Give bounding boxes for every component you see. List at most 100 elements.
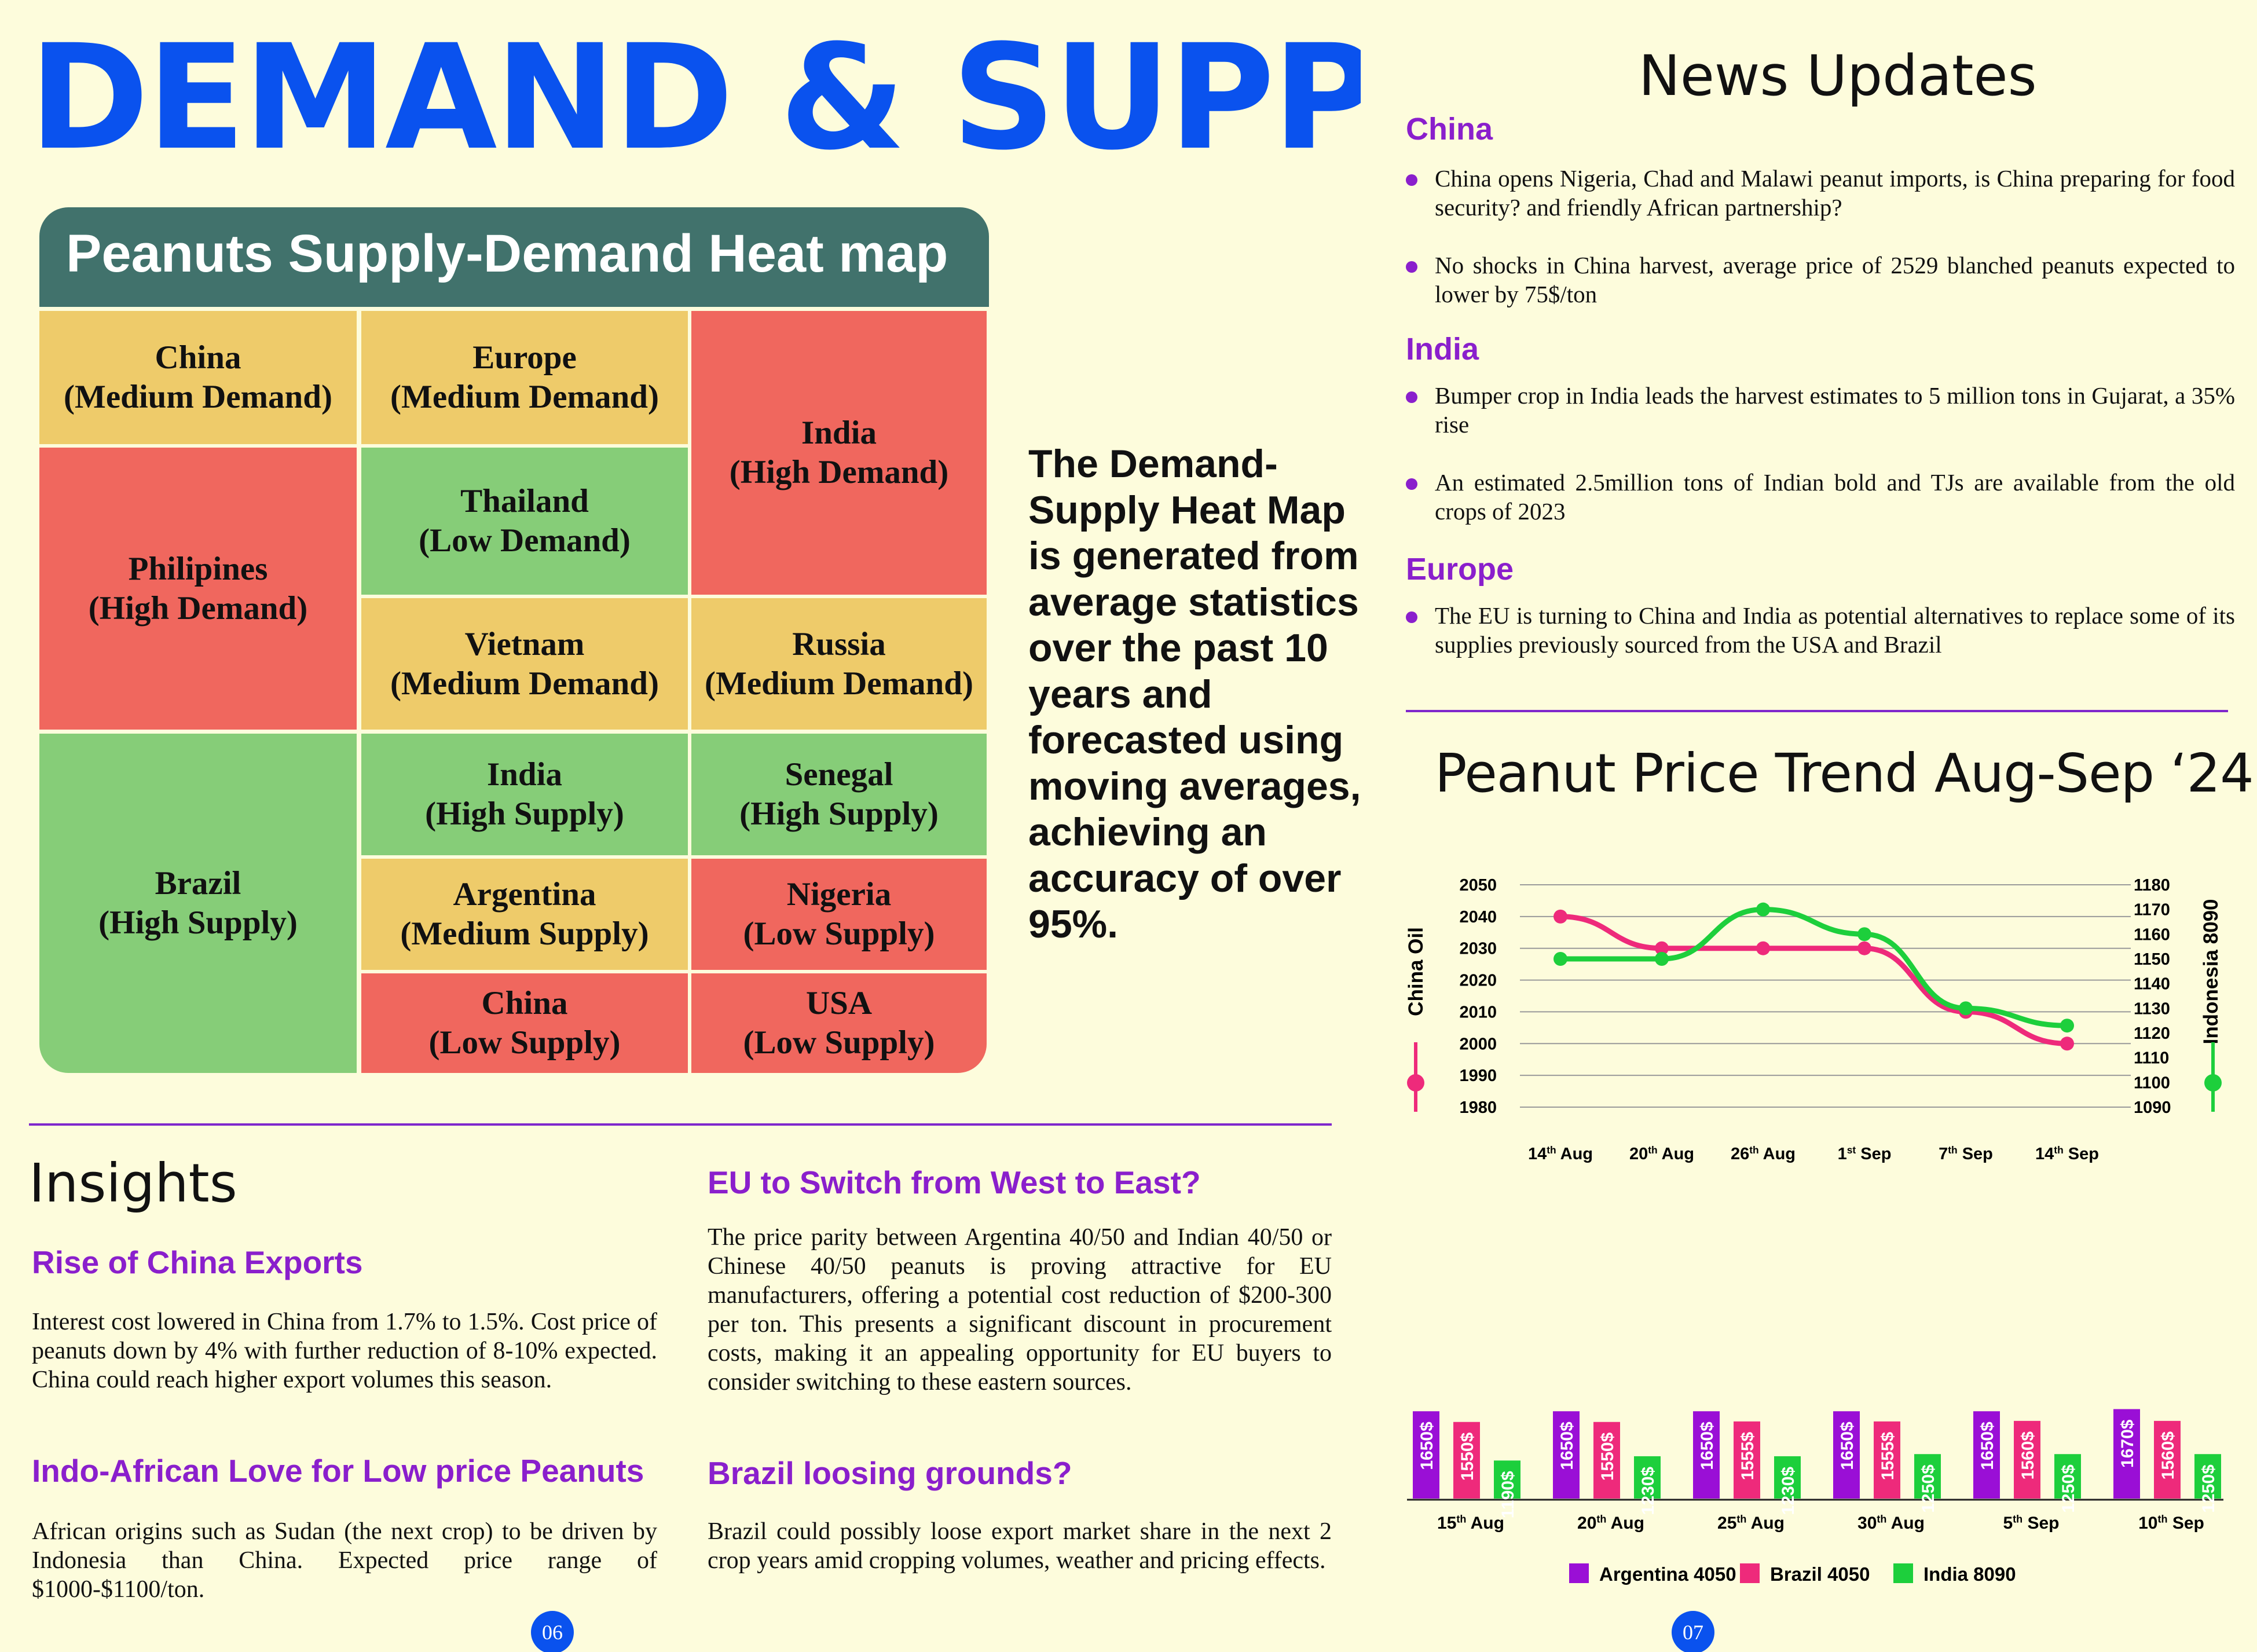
bar bbox=[2113, 1409, 2140, 1499]
bar bbox=[1693, 1411, 1720, 1499]
line-chart: 2050 2040 2030 2020 2010 2000 1990 1980 1180 1170… bbox=[1405, 876, 2222, 1163]
heatmap-cell-level: (Low Supply) bbox=[743, 915, 935, 952]
bar bbox=[2054, 1454, 2081, 1499]
bar-chart: 1650$ 1550$ 1190$15th Aug 1650$ 1550$ 1230$ 20… bbox=[1407, 1409, 2223, 1585]
bar-label: 1190$ bbox=[1498, 1471, 1518, 1518]
insight-heading: EU to Switch from West to East? bbox=[708, 1164, 1201, 1200]
y-axis-label-left: China Oil bbox=[1405, 927, 1427, 1016]
bar-label: 1670$ bbox=[2118, 1419, 2137, 1468]
bar bbox=[1774, 1456, 1801, 1499]
bar-label: 1650$ bbox=[1417, 1422, 1437, 1470]
y-tick-right: 1170 bbox=[2134, 901, 2170, 920]
heatmap-cell: Brazil (High Supply) bbox=[39, 734, 357, 1073]
y-tick-right: 1110 bbox=[2134, 1049, 2169, 1068]
news-item: An estimated 2.5million tons of Indian b… bbox=[1435, 469, 2235, 525]
y-tick-left: 2040 bbox=[1459, 908, 1497, 926]
bullet-icon bbox=[1406, 478, 1417, 490]
heatmap-cell-country: China bbox=[481, 985, 568, 1021]
series-line bbox=[1558, 914, 2070, 1046]
divider bbox=[29, 1123, 1332, 1126]
bar bbox=[2014, 1420, 2040, 1499]
heatmap-cell-country: Brazil bbox=[155, 865, 241, 902]
x-tick: 25th Aug bbox=[1717, 1514, 1785, 1533]
bar bbox=[1973, 1411, 2000, 1499]
bar bbox=[1833, 1411, 1860, 1499]
insight-text: Brazil could possibly loose export marke… bbox=[708, 1518, 1332, 1574]
data-point bbox=[1959, 1001, 1973, 1016]
news-title: News Updates bbox=[1639, 43, 2037, 108]
bar-label: 1650$ bbox=[1558, 1422, 1577, 1470]
heatmap-cell: Vietnam (Medium Demand) bbox=[361, 598, 688, 730]
heatmap-cell-country: Thailand bbox=[460, 483, 589, 519]
bar-label: 1550$ bbox=[1458, 1432, 1477, 1481]
data-point bbox=[1857, 941, 1871, 955]
page-number: 06 bbox=[531, 1611, 574, 1652]
heatmap-cell: Nigeria (Low Supply) bbox=[691, 859, 987, 970]
bar-label: 1560$ bbox=[2018, 1431, 2038, 1480]
bar bbox=[1453, 1422, 1480, 1499]
bar-label: 1230$ bbox=[1779, 1467, 1798, 1515]
page-title: DEMAND & SUPPLY bbox=[29, 23, 1361, 168]
data-point bbox=[1857, 927, 1871, 942]
x-tick: 1st Sep bbox=[1838, 1144, 1892, 1163]
bar bbox=[2194, 1454, 2221, 1499]
insight-heading: Brazil loosing grounds? bbox=[708, 1455, 1072, 1491]
heatmap-cell-country: Nigeria bbox=[786, 876, 892, 913]
heatmap-cell: Europe (Medium Demand) bbox=[361, 311, 688, 444]
heatmap-cell-level: (High Demand) bbox=[88, 589, 308, 627]
bar-label: 1650$ bbox=[1838, 1422, 1857, 1470]
bar-label: 1560$ bbox=[2159, 1431, 2178, 1480]
bullet-icon bbox=[1406, 261, 1417, 273]
data-point bbox=[1553, 909, 1567, 924]
x-tick: 15th Aug bbox=[1437, 1514, 1504, 1533]
x-tick: 10th Sep bbox=[2138, 1514, 2204, 1533]
x-tick: 30th Aug bbox=[1857, 1514, 1925, 1533]
bar-label: 1550$ bbox=[1598, 1432, 1617, 1481]
bar-label: 1555$ bbox=[1738, 1431, 1757, 1480]
data-point bbox=[1553, 952, 1567, 966]
bar bbox=[1734, 1421, 1760, 1499]
bar-label: 1650$ bbox=[1698, 1422, 1717, 1470]
heatmap-cell-level: (Low Supply) bbox=[428, 1024, 621, 1061]
bar bbox=[1914, 1454, 1941, 1499]
bar bbox=[1593, 1422, 1620, 1499]
x-tick: 20th Aug bbox=[1577, 1514, 1644, 1533]
trend-title: Peanut Price Trend Aug-Sep ‘24 bbox=[1435, 742, 2254, 804]
heatmap-cell-level: (High Supply) bbox=[739, 796, 939, 832]
heatmap-cell-level: (Low Supply) bbox=[743, 1024, 935, 1061]
bar bbox=[1874, 1421, 1900, 1499]
y-tick-right: 1160 bbox=[2134, 925, 2170, 944]
x-tick: 7th Sep bbox=[1939, 1144, 1993, 1163]
heatmap-cell-country: Russia bbox=[792, 625, 886, 662]
data-point bbox=[1756, 941, 1770, 955]
insight-text: African origins such as Sudan (the next … bbox=[32, 1518, 657, 1603]
heatmap-cell-country: China bbox=[155, 339, 241, 376]
data-point bbox=[2060, 1019, 2074, 1033]
page-title-text: DEMAND & SUPPLY bbox=[29, 23, 1361, 168]
heatmap-cell: Thailand (Low Demand) bbox=[361, 448, 688, 595]
heatmap-cell-level: (Medium Supply) bbox=[400, 915, 649, 952]
heatmap-cell-level: (Medium Demand) bbox=[390, 665, 659, 702]
heatmap-cell-level: (High Demand) bbox=[729, 454, 949, 490]
bullet-icon bbox=[1406, 174, 1417, 186]
insight-heading: Indo-African Love for Low price Peanuts bbox=[32, 1453, 644, 1489]
insight-text: The price parity between Argentina 40/50… bbox=[708, 1224, 1332, 1395]
legend-label: Argentina 4050 bbox=[1599, 1563, 1736, 1585]
y-tick-right: 1130 bbox=[2134, 999, 2170, 1018]
heatmap-cell-level: (Medium Demand) bbox=[64, 379, 332, 415]
bar bbox=[1553, 1411, 1580, 1499]
heatmap-cell: Philipines (High Demand) bbox=[39, 448, 357, 730]
heatmap-description: The Demand-Supply Heat Map is generated … bbox=[1028, 442, 1361, 946]
heatmap-cell: Russia (Medium Demand) bbox=[691, 598, 987, 730]
legend-swatch bbox=[1893, 1563, 1913, 1583]
heatmap-cell: India (High Demand) bbox=[691, 311, 987, 595]
news-country-heading: China bbox=[1406, 112, 1493, 146]
page-number: 07 bbox=[1672, 1611, 1714, 1652]
heatmap-cell-country: India bbox=[487, 756, 562, 793]
data-point bbox=[2060, 1036, 2074, 1051]
news-item: No shocks in China harvest, average pric… bbox=[1435, 252, 2235, 307]
heatmap-cell-level: (Medium Demand) bbox=[705, 665, 973, 702]
news-country-heading: India bbox=[1406, 332, 1479, 367]
heatmap-cell-level: (High Supply) bbox=[425, 796, 624, 832]
legend-marker bbox=[1407, 1074, 1424, 1091]
